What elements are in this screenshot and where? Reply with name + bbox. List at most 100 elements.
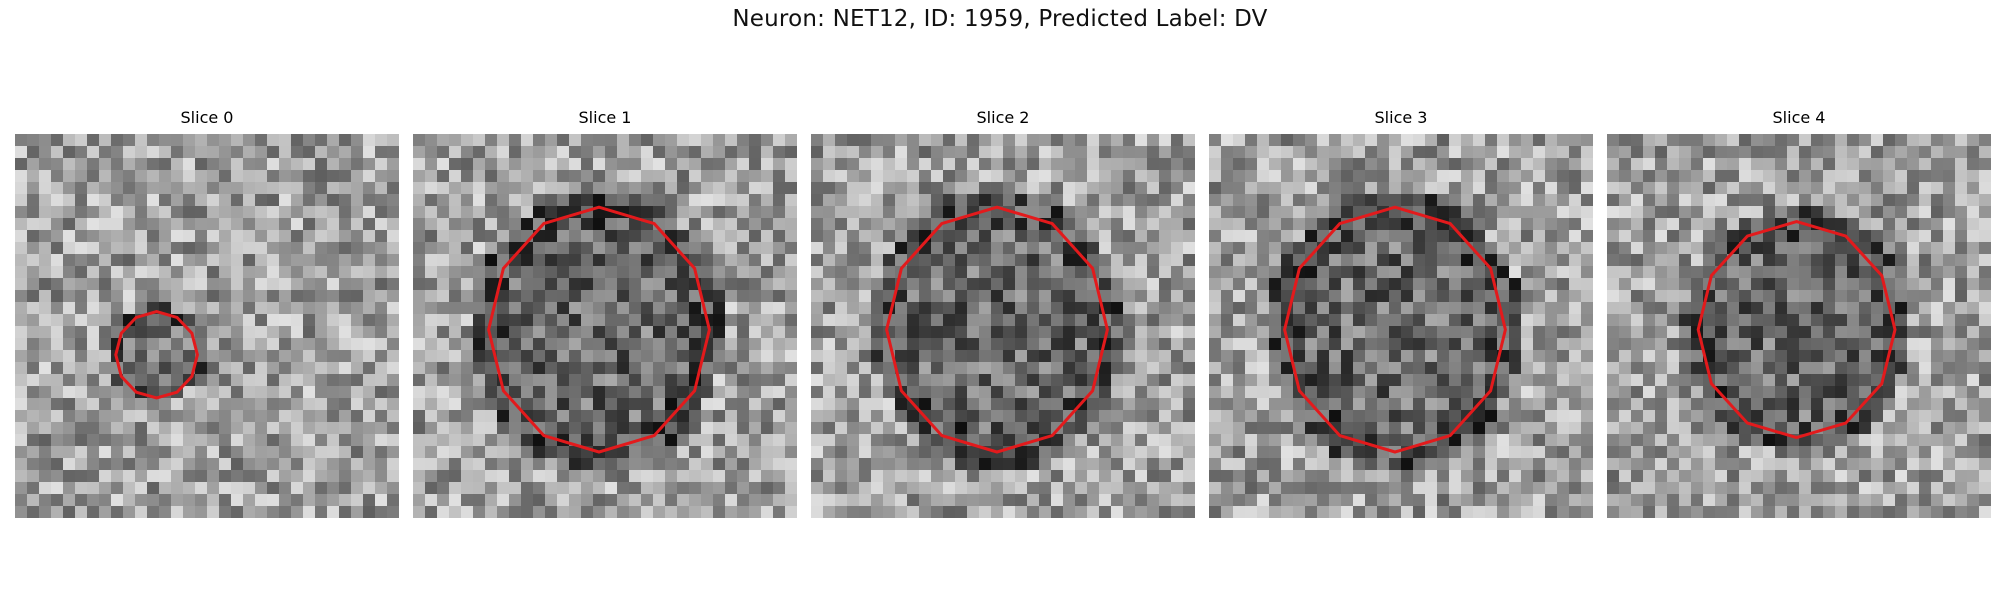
pixel [327, 350, 340, 363]
pixel [449, 314, 462, 327]
pixel [1473, 170, 1486, 183]
pixel [351, 422, 364, 435]
pixel [1257, 326, 1270, 339]
pixel [1667, 338, 1680, 351]
pixel [1257, 482, 1270, 495]
pixel [1245, 386, 1258, 399]
pixel [737, 470, 750, 483]
pixel [1715, 410, 1728, 423]
pixel [1305, 350, 1318, 363]
pixel [967, 446, 980, 459]
pixel [1075, 506, 1088, 518]
pixel [437, 278, 450, 291]
pixel [1883, 218, 1896, 231]
pixel [785, 470, 797, 483]
pixel [1691, 278, 1704, 291]
pixel [449, 302, 462, 315]
pixel [1497, 290, 1510, 303]
pixel [979, 146, 992, 159]
pixel [1667, 266, 1680, 279]
pixel [449, 362, 462, 375]
pixel [1557, 470, 1570, 483]
pixel [87, 506, 100, 518]
pixel [1715, 458, 1728, 471]
pixel [1015, 374, 1028, 387]
pixel [255, 182, 268, 195]
pixel [1039, 494, 1052, 507]
pixel [267, 386, 280, 399]
pixel [907, 218, 920, 231]
pixel [605, 398, 618, 411]
pixel [1341, 158, 1354, 171]
pixel [1931, 134, 1944, 147]
pixel [991, 278, 1004, 291]
pixel [207, 386, 220, 399]
pixel [883, 434, 896, 447]
pixel [1063, 302, 1076, 315]
pixel [351, 134, 364, 147]
pixel [387, 458, 399, 471]
pixel [1437, 338, 1450, 351]
pixel [1233, 194, 1246, 207]
pixel [279, 302, 292, 315]
pixel [1655, 134, 1668, 147]
pixel [1703, 218, 1716, 231]
pixel [1257, 410, 1270, 423]
pixel [1003, 290, 1016, 303]
pixel [1667, 362, 1680, 375]
pixel [1257, 470, 1270, 483]
pixel [375, 146, 388, 159]
pixel [327, 266, 340, 279]
pixel [51, 278, 64, 291]
pixel [967, 326, 980, 339]
pixel [413, 254, 426, 267]
pixel [1751, 326, 1764, 339]
pixel [677, 482, 690, 495]
pixel [315, 386, 328, 399]
pixel [1353, 242, 1366, 255]
pixel [1365, 182, 1378, 195]
pixel [1233, 458, 1246, 471]
pixel [979, 266, 992, 279]
pixel [1075, 458, 1088, 471]
pixel [1521, 158, 1534, 171]
pixel [1099, 458, 1112, 471]
pixel [811, 314, 824, 327]
pixel [219, 182, 232, 195]
pixel [1545, 278, 1558, 291]
pixel [327, 194, 340, 207]
pixel [617, 242, 630, 255]
pixel [255, 422, 268, 435]
pixel [955, 470, 968, 483]
pixel [219, 506, 232, 518]
pixel [1557, 134, 1570, 147]
pixel [135, 302, 148, 315]
pixel [1039, 470, 1052, 483]
pixel [749, 242, 762, 255]
pixel [1931, 242, 1944, 255]
pixel [147, 206, 160, 219]
pixel [1581, 194, 1593, 207]
pixel [255, 362, 268, 375]
pixel [255, 170, 268, 183]
pixel [653, 134, 666, 147]
pixel [1895, 194, 1908, 207]
pixel [1943, 182, 1956, 195]
pixel [231, 458, 244, 471]
pixel [1823, 326, 1836, 339]
pixel [1883, 194, 1896, 207]
pixel [171, 506, 184, 518]
pixel [943, 362, 956, 375]
pixel [39, 302, 52, 315]
pixel [1655, 362, 1668, 375]
pixel [569, 182, 582, 195]
pixel [593, 230, 606, 243]
pixel [363, 374, 376, 387]
pixel [1619, 218, 1632, 231]
pixel [1413, 134, 1426, 147]
pixel [1209, 470, 1222, 483]
pixel [123, 422, 136, 435]
pixel [1497, 482, 1510, 495]
pixel [1281, 374, 1294, 387]
pixel [1895, 386, 1908, 399]
